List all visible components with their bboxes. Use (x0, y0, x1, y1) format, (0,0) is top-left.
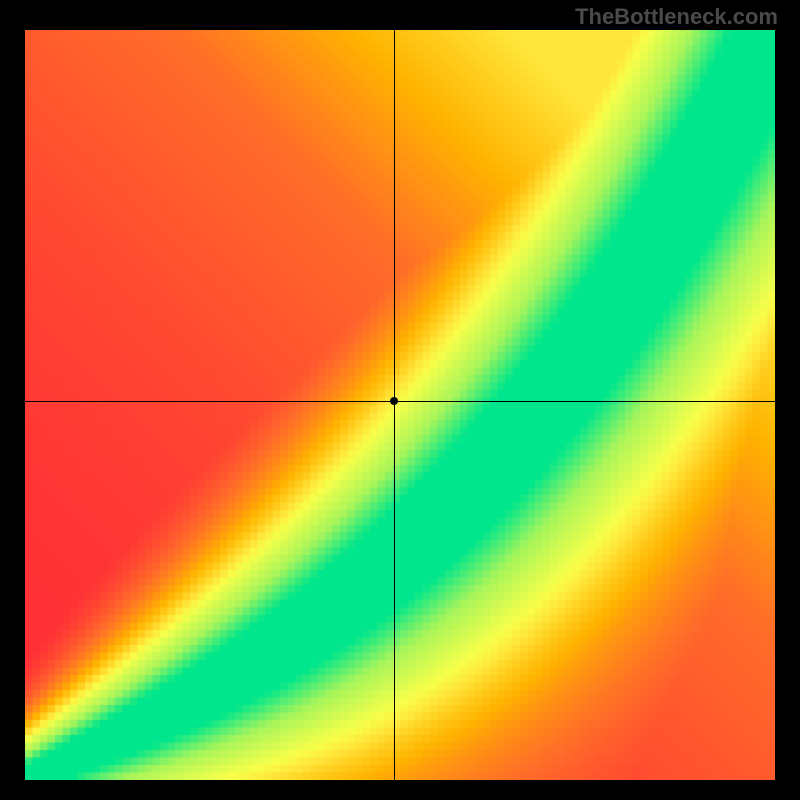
crosshair-horizontal (25, 401, 775, 402)
crosshair-marker (390, 397, 398, 405)
heatmap-canvas (25, 30, 775, 780)
bottleneck-heatmap (25, 30, 775, 780)
watermark-text: TheBottleneck.com (575, 4, 778, 30)
